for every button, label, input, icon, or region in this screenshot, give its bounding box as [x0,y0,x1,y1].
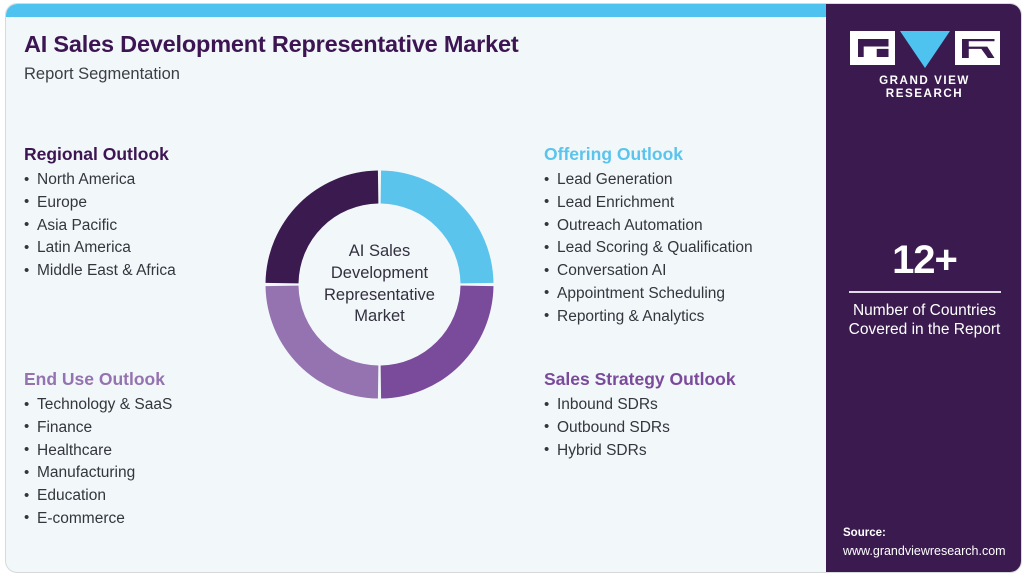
donut-slice [265,285,379,399]
list-item: Outbound SDRs [544,416,736,440]
letter-g-icon [849,31,895,65]
list-item: Lead Enrichment [544,191,753,215]
stat-label-line: Number of Countries [852,301,996,319]
regional-outlook-list: North America Europe Asia Pacific Latin … [24,169,176,283]
list-item: Conversation AI [544,260,753,283]
source-url[interactable]: www.grandviewresearch.com [843,543,1006,558]
list-item: Reporting & Analytics [544,305,753,329]
list-item: Asia Pacific [24,214,176,238]
offering-outlook-heading: Offering Outlook [544,144,684,164]
logo-wordmark: GRAND VIEW RESEARCH [879,74,970,100]
list-item: Lead Generation [544,169,753,192]
sales-strategy-outlook-list: Inbound SDRs Outbound SDRs Hybrid SDRs [544,394,736,462]
source-title: Source: [843,527,886,540]
letter-r-icon [954,31,1000,65]
list-item: Appointment Scheduling [544,282,753,306]
triangle-v-icon [899,31,950,68]
stat-label-line: Covered in the Report [848,321,1001,339]
grand-view-research-logo: GRAND VIEW RESEARCH [849,31,1000,100]
offering-outlook-block: Offering Outlook Lead Generation Lead En… [544,144,753,328]
list-item: Healthcare [24,439,172,463]
end-use-outlook-list: Technology & SaaS Finance Healthcare Man… [24,394,172,531]
donut-svg [265,170,494,399]
source-block: Source: www.grandviewresearch.com [843,525,1021,560]
page-subtitle: Report Segmentation [24,65,180,84]
stat-value: 12+ [892,238,958,282]
list-item: Middle East & Africa [24,260,176,283]
offering-outlook-list: Lead Generation Lead Enrichment Outreach… [544,169,753,328]
stat-divider [848,291,1001,293]
sales-strategy-outlook-block: Sales Strategy Outlook Inbound SDRs Outb… [544,369,736,462]
stat-label: Number of Countries Covered in the Repor… [826,301,1021,341]
list-item: Technology & SaaS [24,394,172,417]
header: AI Sales Development Representative Mark… [24,30,794,85]
end-use-outlook-block: End Use Outlook Technology & SaaS Financ… [24,369,172,531]
countries-stat: 12+ Number of Countries Covered in the R… [826,238,1021,341]
list-item: Inbound SDRs [544,394,736,417]
regional-outlook-block: Regional Outlook North America Europe As… [24,144,176,283]
end-use-outlook-heading: End Use Outlook [24,369,165,389]
list-item: North America [24,169,176,192]
report-card: AI Sales Development Representative Mark… [5,3,1022,573]
donut-slice [380,170,494,284]
donut-slice [265,170,379,284]
sales-strategy-outlook-heading: Sales Strategy Outlook [544,369,736,389]
list-item: Finance [24,416,172,440]
list-item: Outreach Automation [544,214,753,238]
logo-marks [849,31,1000,68]
list-item: Manufacturing [24,462,172,485]
list-item: Lead Scoring & Qualification [544,237,753,260]
list-item: Europe [24,191,176,215]
list-item: Hybrid SDRs [544,439,736,463]
regional-outlook-heading: Regional Outlook [24,144,169,164]
donut-slices [265,170,494,399]
page-title: AI Sales Development Representative Mark… [24,31,519,57]
list-item: Latin America [24,237,176,260]
segmentation-donut-chart: AI Sales Development Representative Mark… [262,167,497,402]
list-item: Education [24,485,172,508]
donut-slice [380,285,494,399]
brand-panel: GRAND VIEW RESEARCH 12+ Number of Countr… [826,4,1021,572]
top-accent-bar [6,4,826,17]
list-item: E-commerce [24,507,172,531]
